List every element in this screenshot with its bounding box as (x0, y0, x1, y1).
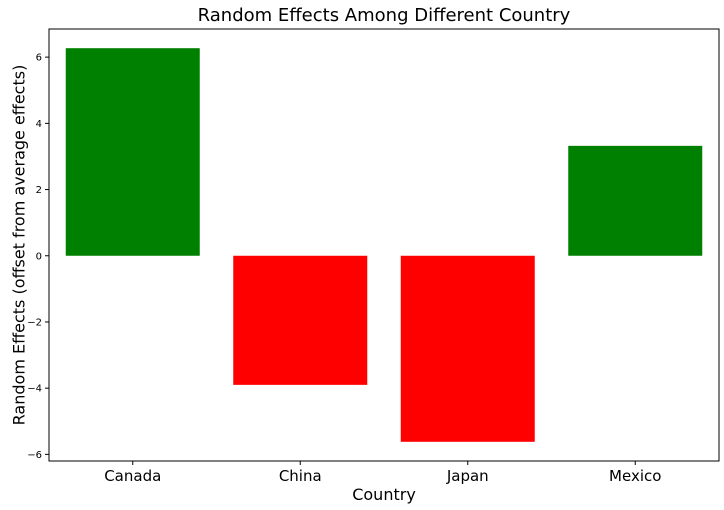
y-tick-label: −2 (27, 317, 42, 328)
x-axis: Canada China Japan Mexico (104, 461, 661, 485)
y-tick-label: 4 (36, 119, 42, 130)
y-tick-label: −6 (27, 450, 42, 461)
x-tick-label-japan: Japan (446, 467, 489, 485)
bar-mexico (568, 145, 703, 256)
y-tick-label: −4 (27, 384, 42, 395)
y-axis: −6 −4 −2 0 2 4 6 (27, 53, 49, 461)
bar-japan (400, 255, 535, 442)
bar-china (233, 255, 368, 385)
y-tick-label: 2 (36, 185, 42, 196)
x-axis-title: Country (352, 485, 416, 504)
x-tick-label-mexico: Mexico (609, 467, 661, 485)
bars-layer (65, 48, 703, 442)
y-tick-label: 0 (36, 251, 42, 262)
y-tick-label: 6 (36, 53, 42, 64)
bar-canada (65, 48, 200, 256)
plot-area-frame (48, 28, 720, 462)
x-tick-label-china: China (279, 467, 322, 485)
y-axis-title: Random Effects (offset from average effe… (10, 65, 29, 426)
chart-title: Random Effects Among Different Country (198, 5, 571, 26)
x-tick-label-canada: Canada (104, 467, 161, 485)
